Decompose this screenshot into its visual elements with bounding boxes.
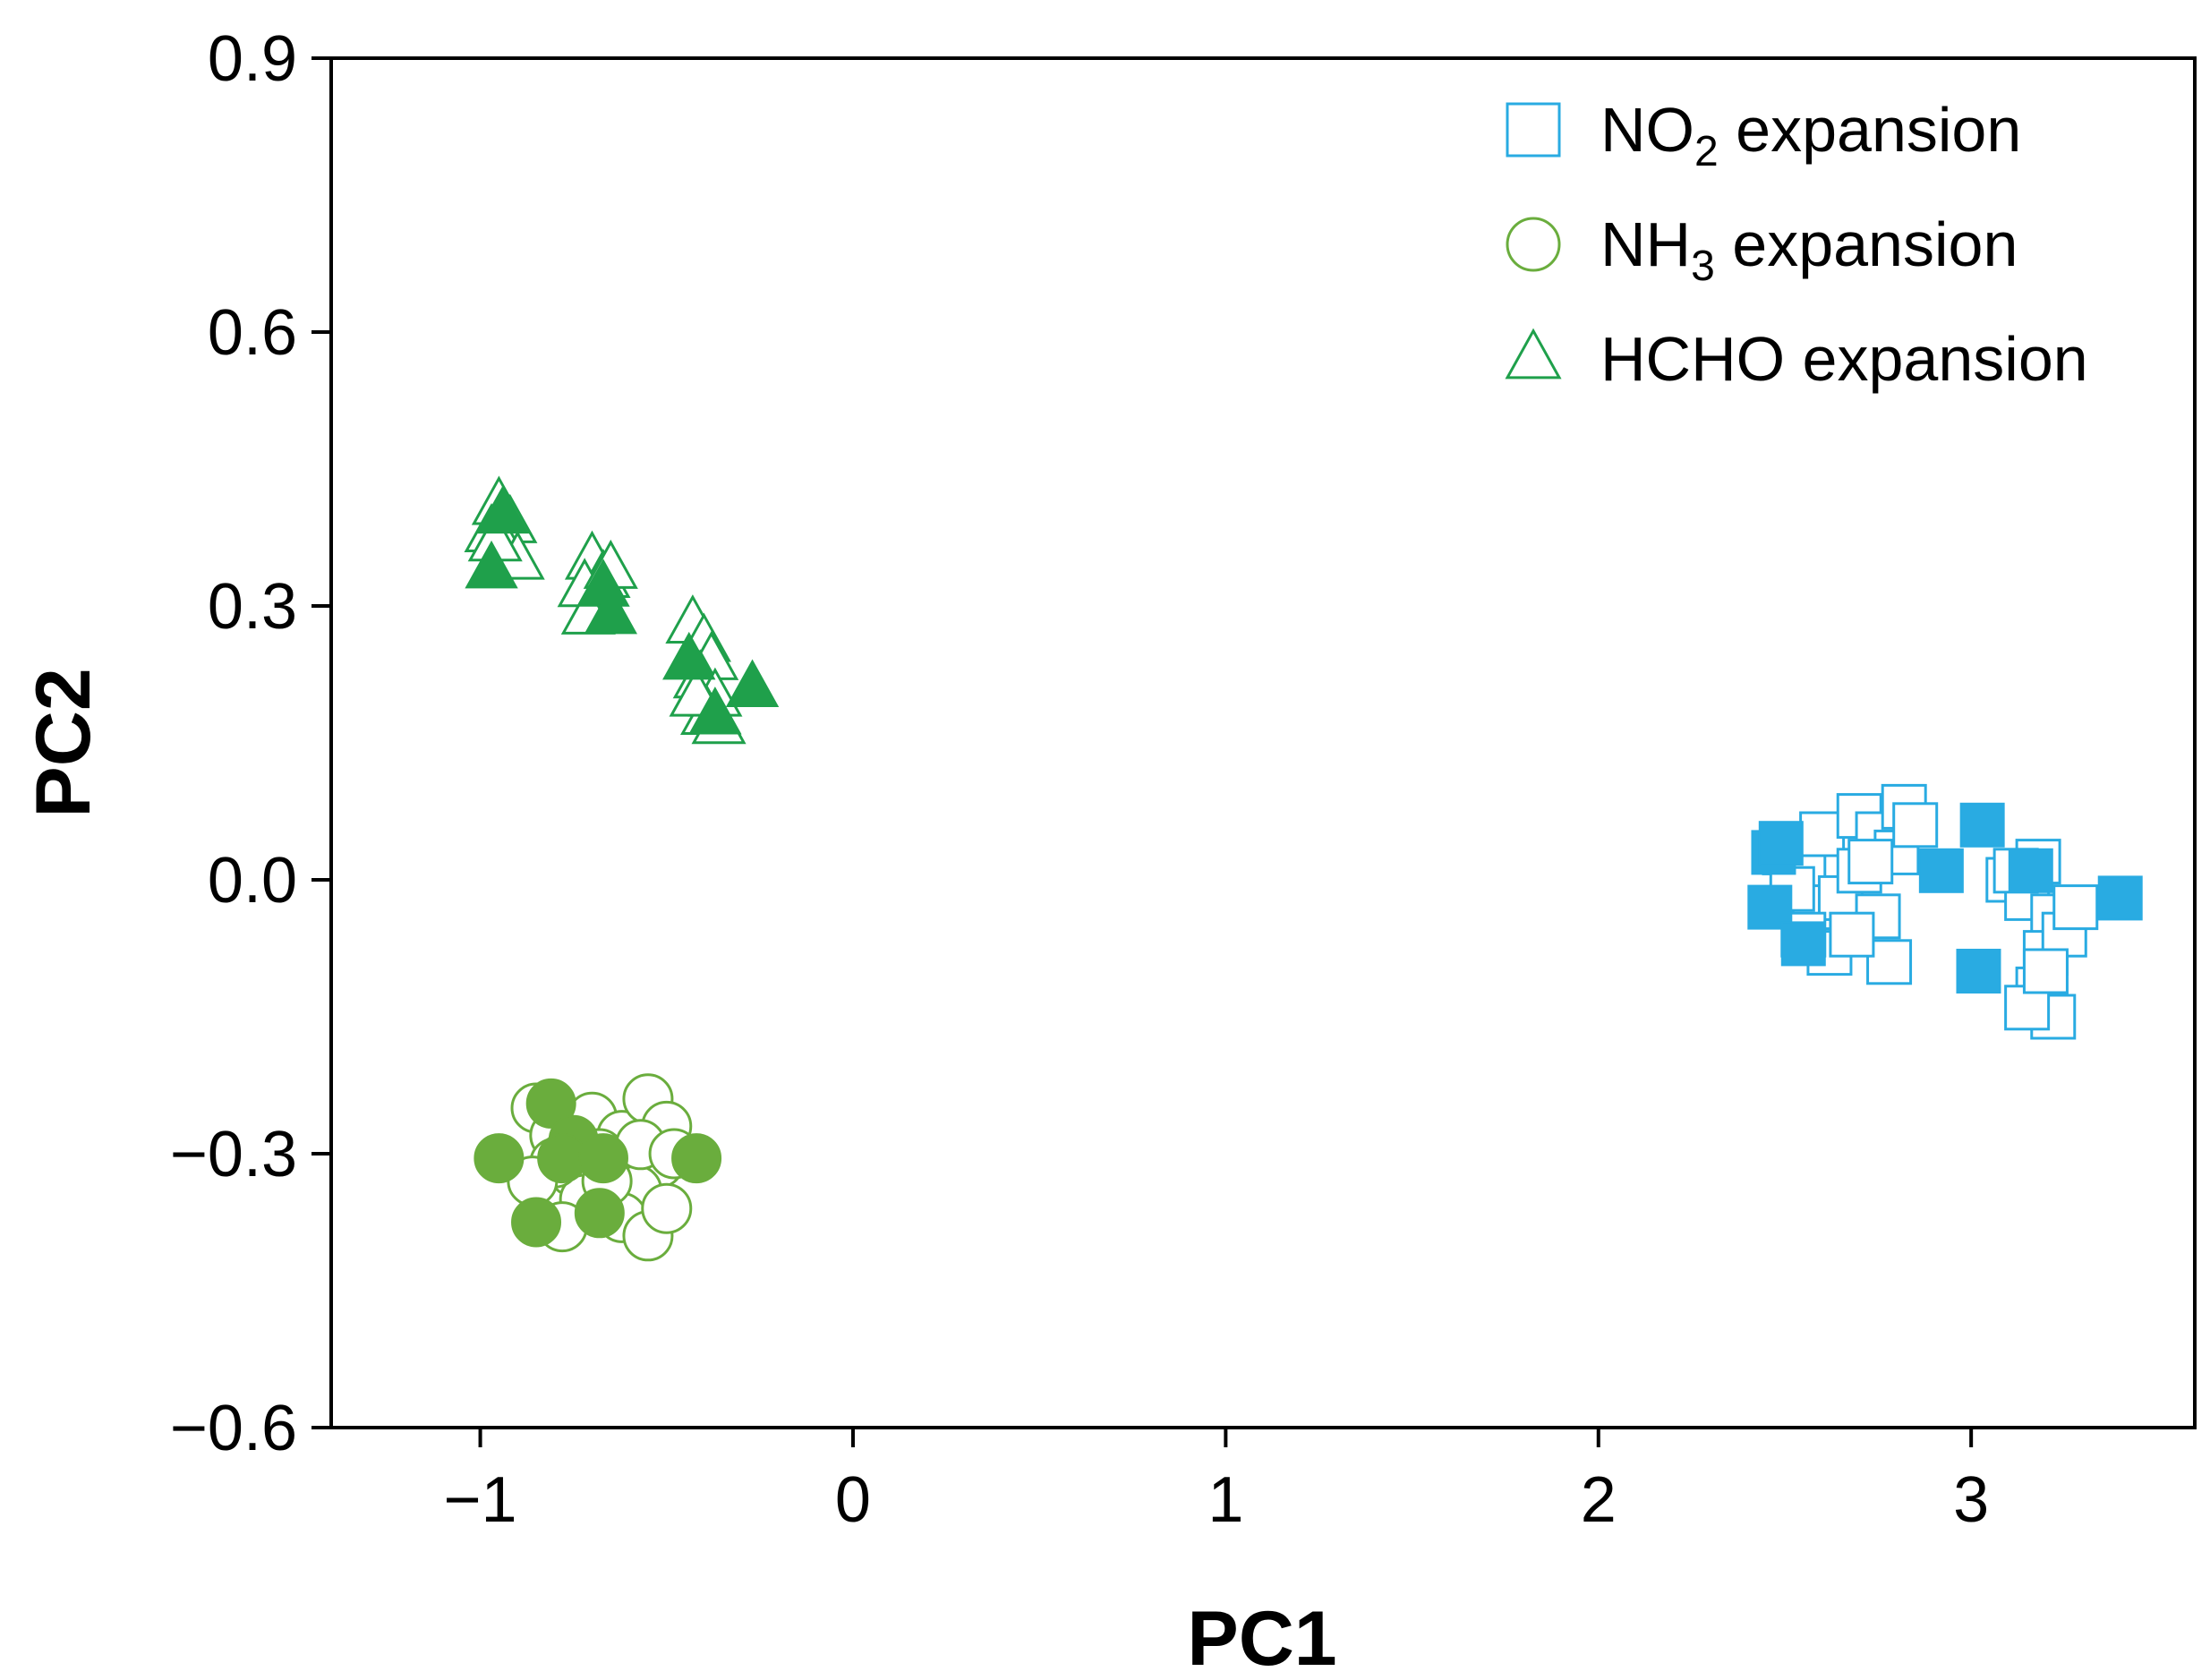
legend-label: NO2 expansion <box>1600 95 2021 175</box>
legend-label: NH3 expansion <box>1600 209 2018 290</box>
data-point-open <box>641 1182 693 1234</box>
plot-frame <box>329 56 2197 1429</box>
data-point-open <box>1866 939 1913 985</box>
series-triangle <box>464 475 780 745</box>
y-tick-label: 0.6 <box>208 297 297 369</box>
legend-marker-square <box>1506 102 1561 158</box>
plot-area <box>329 56 2197 1429</box>
data-point-filled <box>465 540 518 589</box>
x-tick-label: 0 <box>835 1464 871 1536</box>
y-tick-label: 0.9 <box>208 23 297 95</box>
legend-item: NO2 expansion <box>1506 95 2021 175</box>
y-axis-title: PC2 <box>21 668 107 817</box>
x-tick-label: 1 <box>1207 1464 1243 1536</box>
y-axis: −0.6 −0.3 0.0 0.3 0.6 0.9 <box>170 23 331 1464</box>
series-circle <box>474 1073 722 1262</box>
data-point-filled <box>474 1133 525 1184</box>
data-point-filled <box>577 1133 628 1184</box>
data-point-filled <box>1780 921 1826 967</box>
data-point-filled <box>584 585 637 635</box>
x-tick-label: 3 <box>1953 1464 1989 1536</box>
legend-item: HCHO expansion <box>1505 324 2088 394</box>
legend-marker-circle <box>1506 217 1561 272</box>
legend-marker-triangle <box>1505 328 1562 379</box>
data-point-filled <box>1758 821 1804 866</box>
data-point-filled <box>2008 848 2053 893</box>
data-point-open <box>1829 911 1875 958</box>
y-tick-label: 0.3 <box>208 571 297 643</box>
data-point-filled <box>475 485 530 534</box>
data-point-open <box>2052 884 2099 931</box>
data-point-filled <box>574 1188 625 1239</box>
data-point-filled <box>671 1133 722 1184</box>
data-point-open <box>2022 948 2069 994</box>
data-point-filled <box>2097 875 2143 921</box>
data-point-filled <box>662 631 716 680</box>
x-axis-title: PC1 <box>1187 1596 1336 1680</box>
data-point-filled <box>511 1197 562 1248</box>
data-point-open <box>1847 839 1894 885</box>
data-point-filled <box>1918 848 1964 893</box>
data-point-filled <box>1956 949 2001 994</box>
y-tick-label: −0.3 <box>170 1119 297 1190</box>
data-point-open <box>1892 802 1939 849</box>
legend: NO2 expansion NH3 expansion HCHO expansion <box>1505 95 2088 394</box>
data-point-filled <box>725 659 780 707</box>
data-point-filled <box>688 686 742 735</box>
x-axis: −1 0 1 2 3 <box>444 1428 1989 1536</box>
data-point-filled <box>1747 884 1793 930</box>
x-tick-label: 2 <box>1581 1464 1617 1536</box>
legend-label: HCHO expansion <box>1600 324 2088 394</box>
y-tick-label: 0.0 <box>208 845 297 917</box>
x-tick-label: −1 <box>444 1464 517 1536</box>
legend-item: NH3 expansion <box>1506 209 2018 290</box>
data-point-filled <box>1959 802 2005 848</box>
y-tick-label: −0.6 <box>170 1393 297 1464</box>
series-square <box>1747 783 2143 1040</box>
data-point-filled <box>525 1078 576 1129</box>
